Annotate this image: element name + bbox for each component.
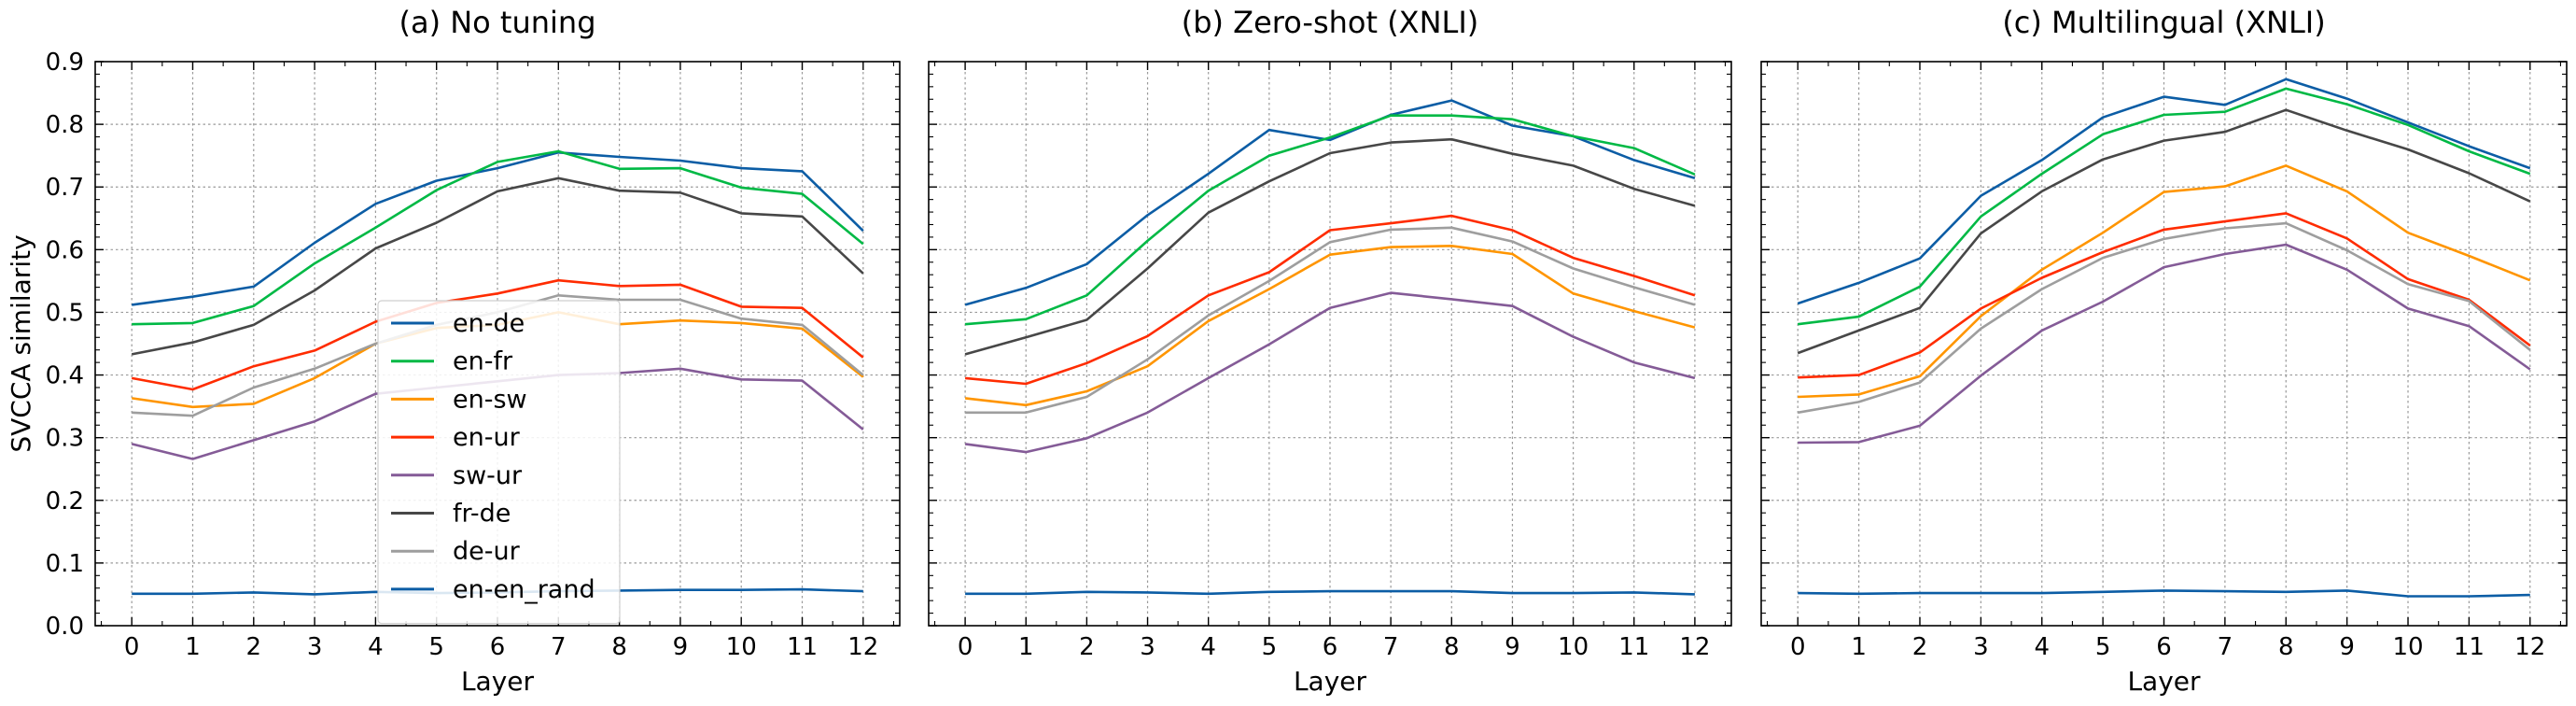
series-line-2 [964, 244, 1696, 407]
chart-title: (c) Multilingual (XNLI) [2002, 5, 2325, 40]
x-tick-label: 2 [246, 633, 262, 661]
x-tick-label: 8 [611, 633, 627, 661]
series-line-5 [131, 176, 864, 356]
series-line-1 [1798, 87, 2531, 326]
x-tick-label: 3 [307, 633, 323, 661]
x-axis-label: Layer [2127, 666, 2201, 697]
y-tick-label: 0.0 [46, 613, 84, 641]
y-tick-label: 0.3 [46, 425, 84, 453]
legend-label: en-de [453, 309, 525, 338]
x-tick-label: 12 [2514, 633, 2545, 661]
x-tick-label: 0 [958, 633, 973, 661]
chart-title: (b) Zero-shot (XNLI) [1182, 5, 1479, 40]
legend-label: de-ur [453, 537, 521, 566]
x-tick-label: 0 [124, 633, 140, 661]
x-tick-label: 6 [490, 633, 506, 661]
series-line-1 [132, 149, 864, 326]
y-tick-label: 0.7 [46, 174, 84, 202]
series-line-3 [1798, 212, 2531, 379]
y-tick-label: 0.6 [46, 236, 84, 264]
y-tick-label: 0.2 [46, 487, 84, 515]
legend-label: en-en_rand [453, 575, 595, 604]
series-line-1 [964, 114, 1696, 326]
series-line-5 [964, 137, 1696, 356]
x-tick-label: 4 [2034, 633, 2050, 661]
x-tick-label: 4 [368, 633, 384, 661]
x-tick-label: 3 [1140, 633, 1155, 661]
series-line-4 [964, 291, 1696, 454]
series-line-0 [132, 151, 864, 306]
x-tick-label: 5 [1262, 633, 1278, 661]
x-tick-label: 11 [787, 633, 818, 661]
series-line-4 [1798, 243, 2531, 445]
series-line-7 [965, 589, 1695, 596]
x-tick-label: 11 [2454, 633, 2485, 661]
y-tick-label: 0.8 [46, 111, 84, 139]
x-tick-label: 7 [551, 633, 567, 661]
x-tick-label: 7 [1383, 633, 1399, 661]
series-line-0 [1797, 78, 2531, 305]
x-tick-label: 7 [2218, 633, 2233, 661]
x-tick-label: 2 [1912, 633, 1928, 661]
x-axis-label: Layer [461, 666, 535, 697]
series-line-3 [131, 278, 864, 391]
y-tick-label: 0.5 [46, 299, 84, 327]
x-tick-label: 6 [1323, 633, 1338, 661]
chart-title: (a) No tuning [399, 5, 595, 40]
x-tick-label: 5 [2095, 633, 2111, 661]
x-tick-label: 9 [1505, 633, 1520, 661]
legend-label: fr-de [453, 500, 511, 529]
series-line-6 [1797, 221, 2531, 415]
x-tick-label: 6 [2156, 633, 2172, 661]
x-tick-label: 10 [726, 633, 757, 661]
x-tick-label: 8 [2278, 633, 2294, 661]
legend-label: en-sw [453, 385, 527, 414]
x-tick-label: 9 [2339, 633, 2355, 661]
x-tick-label: 0 [1790, 633, 1806, 661]
legend-label: en-fr [453, 347, 513, 376]
y-tick-label: 0.1 [46, 550, 84, 578]
x-tick-label: 4 [1200, 633, 1216, 661]
series-line-3 [964, 214, 1696, 386]
series-line-2 [1798, 164, 2531, 399]
x-tick-label: 1 [1851, 633, 1867, 661]
x-tick-label: 3 [1973, 633, 1989, 661]
x-tick-label: 10 [1558, 633, 1589, 661]
series-line-7 [1798, 589, 2530, 598]
legend: en-de en-fr en-sw en-ur sw-ur fr-de de-ur en-en… [377, 300, 621, 625]
y-tick-label: 0.9 [46, 49, 84, 77]
x-tick-label: 10 [2392, 633, 2423, 661]
y-tick-label: 0.4 [46, 362, 84, 390]
chart-panel-1: 0 1 2 3 4 5 6 7 8 9 10 11 12(b) Zero-shot (XNLI)Laye… [928, 5, 1732, 697]
x-tick-label: 1 [1018, 633, 1034, 661]
x-tick-label: 12 [1679, 633, 1710, 661]
y-axis-label: SVCCA similarity [6, 234, 36, 452]
chart-panel-0: 0 1 2 3 4 5 6 7 8 9 10 11 120.00.10.20.30.40.50.60.7… [6, 5, 901, 697]
x-tick-label: 5 [428, 633, 444, 661]
legend-label: sw-ur [453, 461, 523, 490]
x-axis-label: Layer [1294, 666, 1367, 697]
series-line-5 [1797, 108, 2531, 355]
x-tick-label: 9 [673, 633, 689, 661]
chart-panel-2: 0 1 2 3 4 5 6 7 8 9 10 11 12(c) Multilingual (XNLI)L… [1760, 5, 2568, 697]
x-tick-label: 12 [847, 633, 878, 661]
legend-box [377, 300, 621, 625]
x-tick-label: 2 [1079, 633, 1095, 661]
legend-label: en-ur [453, 423, 521, 452]
series-line-6 [965, 226, 1696, 415]
x-tick-label: 11 [1618, 633, 1649, 661]
x-tick-label: 8 [1444, 633, 1460, 661]
x-tick-label: 1 [185, 633, 201, 661]
